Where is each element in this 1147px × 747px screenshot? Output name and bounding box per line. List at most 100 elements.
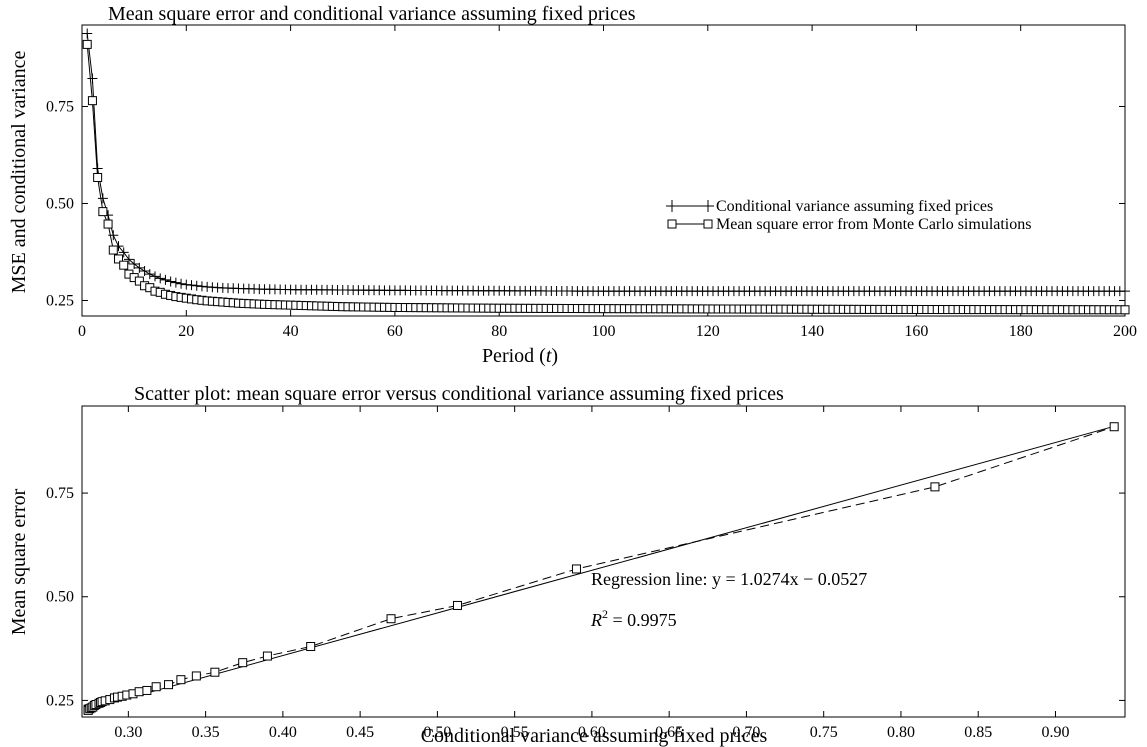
chart1-point-plus	[181, 279, 192, 290]
chart1-point-plus	[155, 273, 166, 284]
legend-label-conditional-variance: Conditional variance assuming fixed pric…	[716, 198, 993, 215]
scatter-point	[191, 671, 201, 681]
chart1-point-square	[87, 96, 97, 106]
chart2-title: Scatter plot: mean square error versus c…	[134, 383, 784, 405]
chart2-xtick-label: 0.30	[114, 724, 142, 741]
chart1-xtick-label: 80	[491, 323, 507, 340]
chart2-xtick-label: 0.75	[810, 724, 838, 741]
chart1-xlabel-text: Period	[482, 345, 534, 367]
chart2-xtick-label: 0.85	[964, 724, 992, 741]
chart1-xtick-label: 40	[283, 323, 299, 340]
chart2-ticks: 0.30 0.35 0.40 0.45 0.50 0.55 0.60 0.65 0.70 0.75…	[46, 406, 1125, 741]
chart1-point-square	[1120, 305, 1130, 315]
chart2-xtick-label: 0.65	[655, 724, 683, 741]
chart1-point-plus	[108, 230, 119, 241]
r-squared-symbol: R	[590, 610, 602, 630]
chart1-series	[86, 33, 1125, 311]
chart1-point-square	[119, 260, 129, 270]
chart1-point-plus	[186, 280, 197, 291]
chart1-xtick-label: 100	[592, 323, 616, 340]
chart2-xtick-label: 0.50	[423, 724, 451, 741]
chart1-legend: Conditional variance assuming fixed pric…	[666, 198, 1031, 233]
chart2-xtick-label: 0.45	[346, 724, 374, 741]
chart1-point-plus	[87, 73, 98, 84]
chart1-ylabel: MSE and conditional variance	[8, 51, 30, 294]
chart2-plot-frame	[81, 405, 1126, 718]
chart1-xtick-label: 60	[387, 323, 403, 340]
chart1-point-plus	[160, 274, 171, 285]
chart1-point-square	[82, 39, 92, 49]
chart2-xlabel: Conditional variance assuming fixed pric…	[421, 725, 768, 747]
scatter-point	[306, 642, 316, 652]
chart1-point-plus	[97, 193, 108, 204]
chart1-point-square	[103, 219, 113, 229]
chart2-ytick-label: 0.50	[46, 589, 74, 606]
chart1-series-line-0	[86, 33, 1125, 292]
chart2-ytick-label: 0.75	[46, 485, 74, 502]
chart2-xtick-label: 0.60	[578, 724, 606, 741]
chart1-point-square	[93, 172, 103, 182]
regression-annotation: Regression line: y = 1.0274x − 0.0527	[591, 569, 867, 589]
scatter-point	[210, 667, 220, 677]
scatter-point	[151, 682, 161, 692]
chart1-xtick-label: 180	[1009, 323, 1033, 340]
chart1-point-plus	[144, 269, 155, 280]
chart1-ytick-label: 0.50	[46, 195, 74, 212]
scatter-point	[164, 680, 174, 690]
scatter-point	[571, 564, 581, 574]
chart1-xlabel: Period (t)	[482, 345, 558, 367]
chart1-point-plus	[150, 271, 161, 282]
chart1-point-plus	[165, 276, 176, 287]
chart1-point-plus	[123, 254, 134, 265]
chart1-series-line-1	[86, 44, 1125, 311]
r-squared-exponent: 2	[602, 607, 608, 621]
r-squared-value: = 0.9975	[608, 610, 677, 630]
chart2-xtick-label: 0.55	[501, 724, 529, 741]
chart2-xtick-label: 0.90	[1041, 724, 1069, 741]
chart1-point-square	[134, 276, 144, 286]
chart2-xtick-label: 0.80	[887, 724, 915, 741]
chart1-point-plus	[1120, 286, 1130, 297]
chart1-point-plus	[92, 163, 103, 174]
chart2-xtick-label: 0.70	[732, 724, 760, 741]
time-series-chart: Mean square error and conditional varian…	[8, 3, 1137, 367]
chart1-xtick-label: 140	[800, 323, 824, 340]
chart1-point-plus	[170, 277, 181, 288]
chart1-point-square	[114, 254, 124, 264]
scatter-point	[452, 600, 462, 610]
chart2-ylabel: Mean square error	[8, 488, 30, 635]
chart1-markers	[82, 28, 1130, 315]
scatter-point	[238, 658, 248, 668]
chart1-ytick-label: 0.75	[46, 98, 74, 115]
chart1-point-plus	[82, 28, 93, 39]
chart1-xtick-label: 20	[178, 323, 194, 340]
legend-item-mse: Mean square error from Monte Carlo simul…	[667, 216, 1031, 233]
chart1-ytick-label: 0.25	[46, 292, 74, 309]
scatter-point	[142, 685, 152, 695]
r-squared-annotation: R2 = 0.9975	[590, 607, 677, 630]
chart2-xtick-label: 0.35	[192, 724, 220, 741]
chart1-xtick-label: 0	[78, 323, 86, 340]
chart2-points	[83, 422, 1119, 715]
chart1-point-square	[98, 207, 108, 217]
chart1-xtick-label: 200	[1113, 323, 1137, 340]
legend-label-mse: Mean square error from Monte Carlo simul…	[716, 216, 1031, 233]
chart1-title: Mean square error and conditional varian…	[108, 3, 636, 25]
chart2-ytick-label: 0.25	[46, 692, 74, 709]
chart1-point-plus	[118, 247, 129, 258]
chart1-point-plus	[191, 280, 202, 291]
scatter-point	[1109, 422, 1119, 432]
scatter-point	[134, 687, 144, 697]
chart1-point-plus	[196, 281, 207, 292]
chart1-xtick-label: 160	[904, 323, 928, 340]
scatter-point	[262, 651, 272, 661]
scatter-point	[930, 482, 940, 492]
legend-item-conditional-variance: Conditional variance assuming fixed pric…	[666, 198, 993, 215]
regression-line	[88, 425, 1115, 710]
chart1-xtick-label: 120	[696, 323, 720, 340]
chart1-point-plus	[139, 265, 150, 276]
chart1-point-plus	[134, 262, 145, 273]
chart1-ticks: 0 20 40 60 80 100 120 140 160 180 200 0.25 0.50 0.75	[46, 25, 1137, 340]
chart1-point-square	[108, 245, 118, 255]
